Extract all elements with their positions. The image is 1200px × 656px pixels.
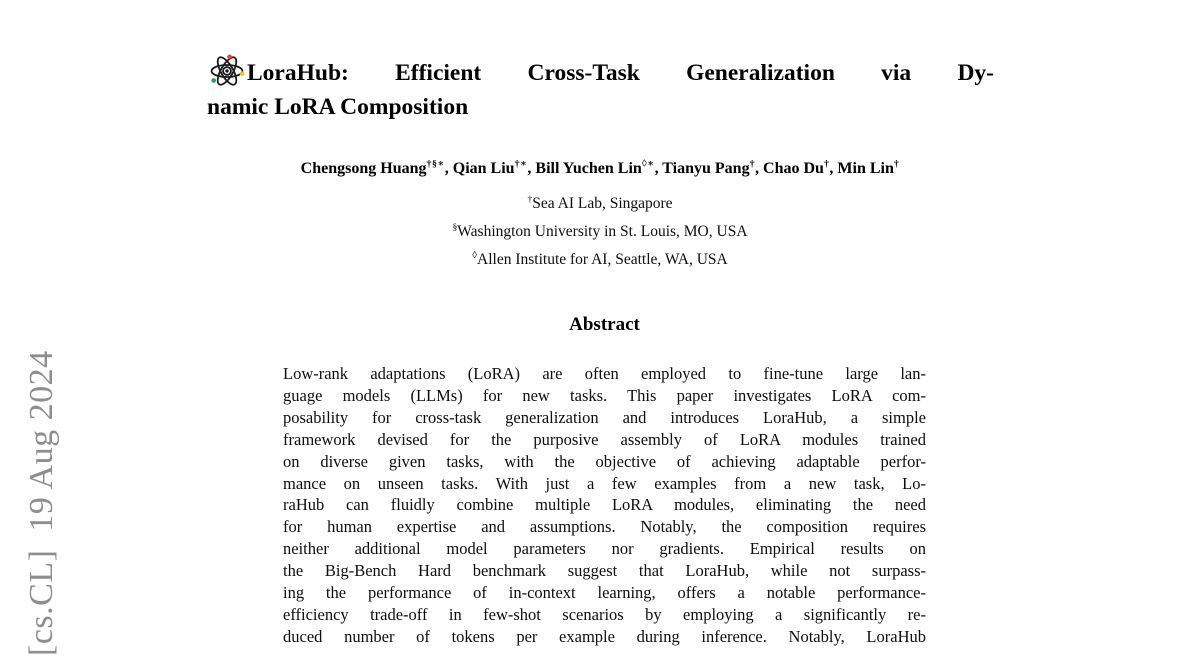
affiliation-line: †Sea AI Lab, Singapore — [100, 188, 1100, 216]
abstract-line: framework devised for the purposive asse… — [283, 429, 926, 449]
author-sup: † — [893, 159, 900, 170]
electron-red — [227, 54, 232, 60]
abstract-line: efficiency trade-off in few-shot scenari… — [283, 604, 926, 624]
abstract-heading: Abstract — [569, 314, 640, 335]
electron-yellow — [239, 71, 245, 76]
author-separator: , — [755, 160, 764, 178]
author-sup: †∗ — [514, 159, 528, 170]
author-name: Bill Yuchen Lin — [535, 160, 642, 178]
author-separator: , — [829, 160, 838, 178]
abstract-line: posability for cross-task generalization… — [283, 407, 926, 427]
author-separator: , — [527, 160, 536, 178]
abstract-line: mance on unseen tasks. With just a few e… — [283, 473, 926, 493]
author-name: Tianyu Pang — [662, 160, 750, 178]
paper-title-line-1: LoraHub: Efficient Cross-Task Generaliza… — [207, 53, 994, 90]
affiliation-line: ◊Allen Institute for AI, Seattle, WA, US… — [100, 244, 1100, 272]
author-separator: , — [444, 160, 453, 178]
abstract-line: ing the performance of in-context learni… — [283, 583, 926, 603]
author: Chao Du†, — [763, 159, 838, 178]
abstract-line: for human expertise and assumptions. Not… — [283, 517, 926, 537]
abstract-line: raHub can fluidly combine multiple LoRA … — [283, 495, 926, 515]
authors-line: Chengsong Huang†§∗, Qian Liu†∗, Bill Yuc… — [100, 159, 1100, 178]
abstract-line: on diverse given tasks, with the objecti… — [283, 451, 926, 471]
author-sup: † — [823, 159, 830, 170]
abstract-line: guage models (LLMs) for new tasks. This … — [283, 385, 926, 405]
author-separator: , — [654, 160, 663, 178]
paper-title-line-2: namic LoRA Composition — [207, 94, 469, 120]
author-sup: ◊∗ — [641, 159, 655, 170]
affiliation-marker: § — [452, 222, 458, 234]
author: Min Lin† — [837, 159, 900, 178]
author-sup: †§∗ — [426, 159, 445, 170]
author-sup: † — [749, 159, 756, 170]
author: Qian Liu†∗, — [452, 159, 536, 178]
affiliation-text: Sea AI Lab, Singapore — [532, 195, 673, 213]
abstract-line: the Big-Bench Hard benchmark suggest tha… — [283, 561, 926, 581]
abstract-text: Low-rank adaptations (LoRA) are often em… — [283, 363, 926, 648]
abstract-line: neither additional model parameters nor … — [283, 539, 926, 559]
abstract-line: Low-rank adaptations (LoRA) are often em… — [283, 364, 926, 383]
affiliation-marker: † — [527, 194, 533, 205]
electron-green — [211, 78, 217, 83]
author-name: Qian Liu — [452, 160, 515, 178]
author-name: Min Lin — [837, 160, 894, 178]
affiliation-text: Washington University in St. Louis, MO, … — [457, 223, 748, 241]
affiliations: †Sea AI Lab, Singapore §Washington Unive… — [100, 188, 1100, 272]
paper-title: LoraHub: Efficient Cross-Task Generaliza… — [207, 53, 994, 124]
affiliation-line: §Washington University in St. Louis, MO,… — [100, 216, 1100, 244]
author: Bill Yuchen Lin◊∗, — [535, 159, 663, 178]
abstract-line: duced number of tokens per example durin… — [283, 626, 926, 646]
author: Chengsong Huang†§∗, — [300, 159, 453, 178]
affiliation-marker: ◊ — [472, 250, 478, 262]
paper-title-text-1: LoraHub: Efficient Cross-Task Generaliza… — [247, 60, 994, 86]
author-name: Chengsong Huang — [300, 160, 427, 178]
atom-nucleus-dot — [225, 69, 229, 73]
affiliation-text: Allen Institute for AI, Seattle, WA, USA — [477, 251, 728, 269]
author: Tianyu Pang†, — [662, 159, 764, 178]
author-name: Chao Du — [763, 160, 824, 178]
atom-icon — [207, 53, 247, 89]
arxiv-watermark: [cs.CL] 19 Aug 2024 — [23, 350, 60, 656]
